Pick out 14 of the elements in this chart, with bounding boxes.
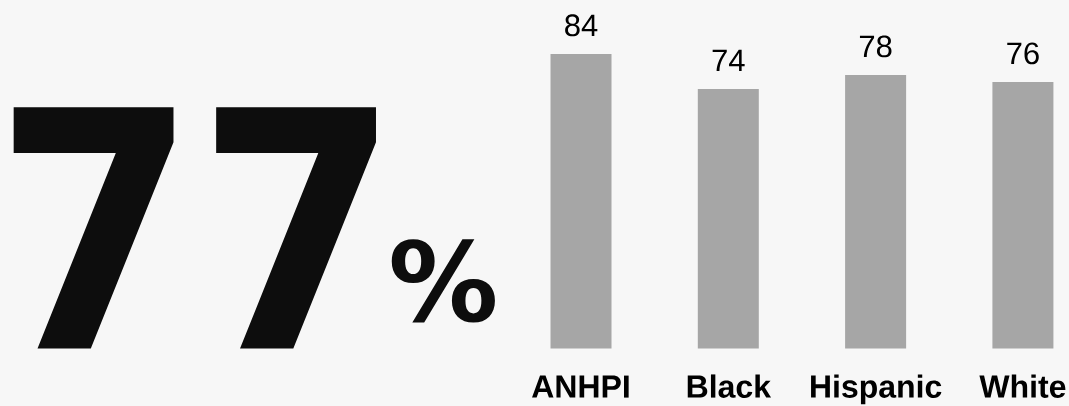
data-label: 78 — [859, 35, 892, 58]
text: 77 — [13, 107, 376, 349]
x-tick-label: ANHPI — [532, 375, 629, 398]
data-label: 76 — [1007, 42, 1039, 65]
bar — [697, 89, 759, 349]
x-tick-label: Hispanic — [811, 374, 942, 405]
data-label: 74 — [712, 49, 745, 72]
bar — [845, 75, 907, 349]
text: % — [391, 239, 495, 323]
x-tick-label: White — [979, 374, 1066, 398]
bar — [992, 82, 1054, 349]
x-tick-label: Black — [687, 374, 772, 398]
data-label: 84 — [565, 14, 598, 37]
bar — [550, 54, 612, 349]
